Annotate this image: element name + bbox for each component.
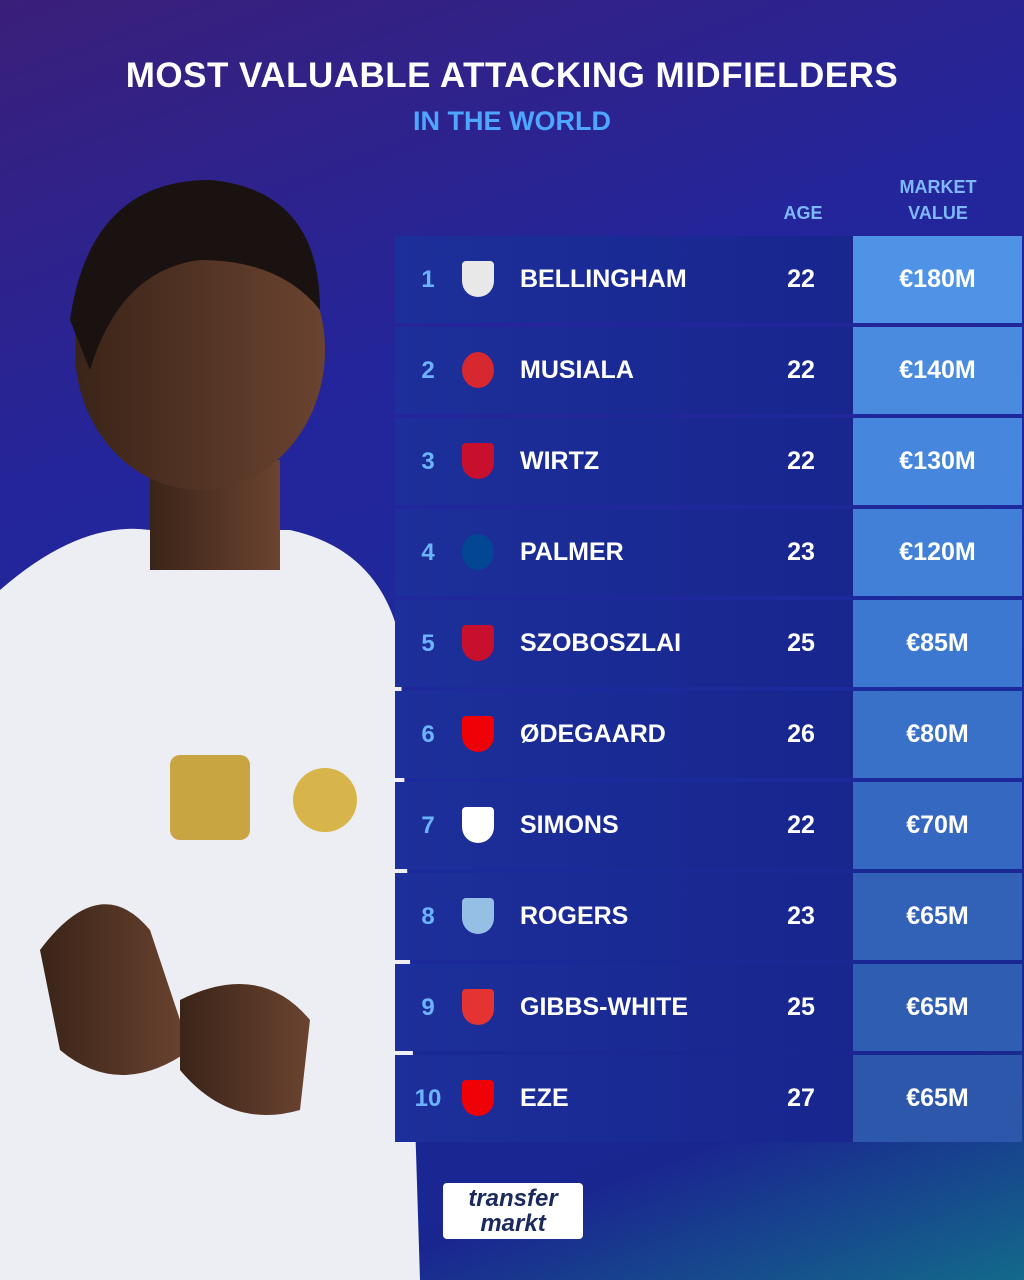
- age: 27: [787, 1084, 815, 1112]
- table-row: 3 WIRTZ 22 €130M: [395, 418, 1022, 505]
- rank: 10: [414, 1085, 442, 1112]
- table-row: 5 SZOBOSZLAI 25 €85M: [395, 600, 1022, 687]
- age: 22: [787, 265, 815, 293]
- rank: 6: [421, 721, 435, 748]
- table-row: 1 BELLINGHAM 22 €180M: [395, 236, 1022, 323]
- market-value: €65M: [853, 873, 1022, 960]
- market-value: €180M: [853, 236, 1022, 323]
- rank: 4: [421, 539, 435, 566]
- table-row: 10 EZE 27 €65M: [395, 1055, 1022, 1142]
- column-header: AGE: [783, 203, 823, 223]
- rank: 5: [421, 630, 435, 657]
- subtitle: IN THE WORLD: [413, 106, 611, 136]
- table-row: 8 ROGERS 23 €65M: [395, 873, 1022, 960]
- rank: 7: [421, 812, 435, 839]
- market-value: €120M: [853, 509, 1022, 596]
- rank: 3: [421, 448, 435, 475]
- column-header: MARKET VALUE: [899, 177, 977, 223]
- age: 26: [787, 720, 815, 748]
- table-row: 2 MUSIALA 22 €140M: [395, 327, 1022, 414]
- table-row: 6 ØDEGAARD 26 €80M: [395, 691, 1022, 778]
- player-name: BELLINGHAM: [520, 265, 687, 293]
- player-name: ØDEGAARD: [520, 720, 666, 748]
- rank: 2: [421, 357, 435, 384]
- rank: 9: [421, 994, 435, 1021]
- market-value: €80M: [853, 691, 1022, 778]
- title: MOST VALUABLE ATTACKING MIDFIELDERS: [125, 56, 899, 95]
- age: 23: [787, 902, 815, 930]
- club-crest: [462, 625, 494, 661]
- club-crest: [462, 443, 494, 479]
- club-crest: [462, 716, 494, 752]
- market-value: €140M: [853, 327, 1022, 414]
- table-row: 4 PALMER 23 €120M: [395, 509, 1022, 596]
- club-crest: [462, 807, 494, 843]
- rank: 1: [421, 266, 435, 293]
- rank: 8: [421, 903, 435, 930]
- club-crest: [462, 1080, 494, 1116]
- age: 22: [787, 447, 815, 475]
- player-name: EZE: [520, 1084, 569, 1112]
- age: 25: [787, 993, 815, 1021]
- market-value: €65M: [853, 964, 1022, 1051]
- age: 22: [787, 811, 815, 839]
- club-crest: [462, 261, 494, 297]
- club-crest: [462, 352, 494, 388]
- age: 22: [787, 356, 815, 384]
- player-name: PALMER: [520, 538, 624, 566]
- market-value: €85M: [853, 600, 1022, 687]
- club-crest: [462, 898, 494, 934]
- club-crest: [462, 534, 494, 570]
- market-value: €130M: [853, 418, 1022, 505]
- age: 25: [787, 629, 815, 657]
- market-value: €65M: [853, 1055, 1022, 1142]
- player-name: ROGERS: [520, 902, 629, 930]
- player-photo: [0, 180, 420, 1280]
- player-name: WIRTZ: [520, 447, 600, 475]
- logo-text: transfer: [468, 1185, 558, 1212]
- logo-text: markt: [480, 1210, 546, 1237]
- club-crest: [462, 989, 494, 1025]
- player-name: GIBBS-WHITE: [520, 993, 689, 1021]
- market-value: €70M: [853, 782, 1022, 869]
- player-name: SZOBOSZLAI: [520, 629, 682, 657]
- age: 23: [787, 538, 815, 566]
- player-name: MUSIALA: [520, 356, 634, 384]
- player-name: SIMONS: [520, 811, 619, 839]
- logo: transfer markt: [443, 1183, 583, 1239]
- table-row: 9 GIBBS-WHITE 25 €65M: [395, 964, 1022, 1051]
- table-row: 7 SIMONS 22 €70M: [395, 782, 1022, 869]
